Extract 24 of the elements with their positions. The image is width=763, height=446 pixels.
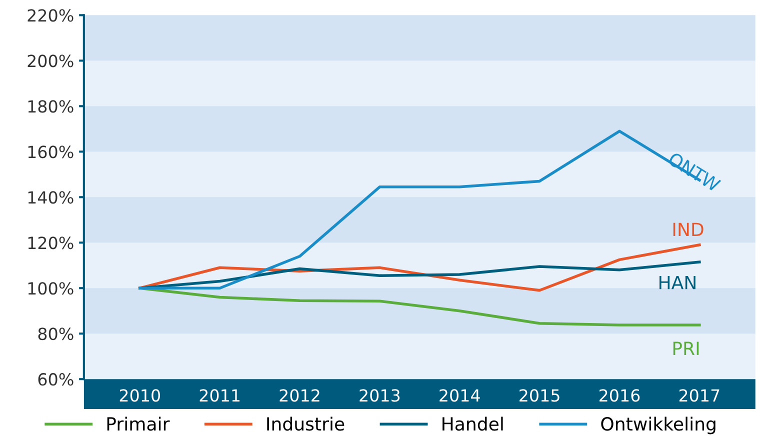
y-tick-label: 80%: [38, 328, 74, 340]
y-tick-label: 200%: [28, 54, 74, 68]
x-tick-label: 2013: [360, 389, 400, 402]
annotation: IND: [673, 222, 704, 236]
x-tick-label: 2014: [440, 389, 480, 402]
x-tick-label: 2012: [280, 389, 320, 402]
x-tick-label: 2011: [200, 389, 240, 402]
y-tick-label: 60%: [38, 373, 74, 386]
annotation: HAN: [660, 276, 696, 290]
legend-label: Industrie: [267, 416, 344, 431]
legend-label: Primair: [107, 416, 170, 431]
annotation: PRI: [673, 342, 699, 355]
legend-label: Ontwikkeling: [601, 416, 716, 434]
x-tick-label: 2017: [679, 389, 720, 402]
y-tick-label: 120%: [28, 236, 74, 250]
y-tick-label: 140%: [28, 191, 74, 204]
x-tick-label: 2015: [520, 389, 560, 402]
y-tick-label: 100%: [28, 282, 74, 295]
x-tick-label: 2010: [120, 389, 160, 402]
y-tick-label: 180%: [28, 100, 74, 113]
y-tick-label: 220%: [28, 9, 74, 22]
legend-label: Handel: [442, 416, 503, 431]
x-tick-label: 2016: [599, 389, 640, 402]
y-tick-label: 160%: [28, 146, 74, 158]
